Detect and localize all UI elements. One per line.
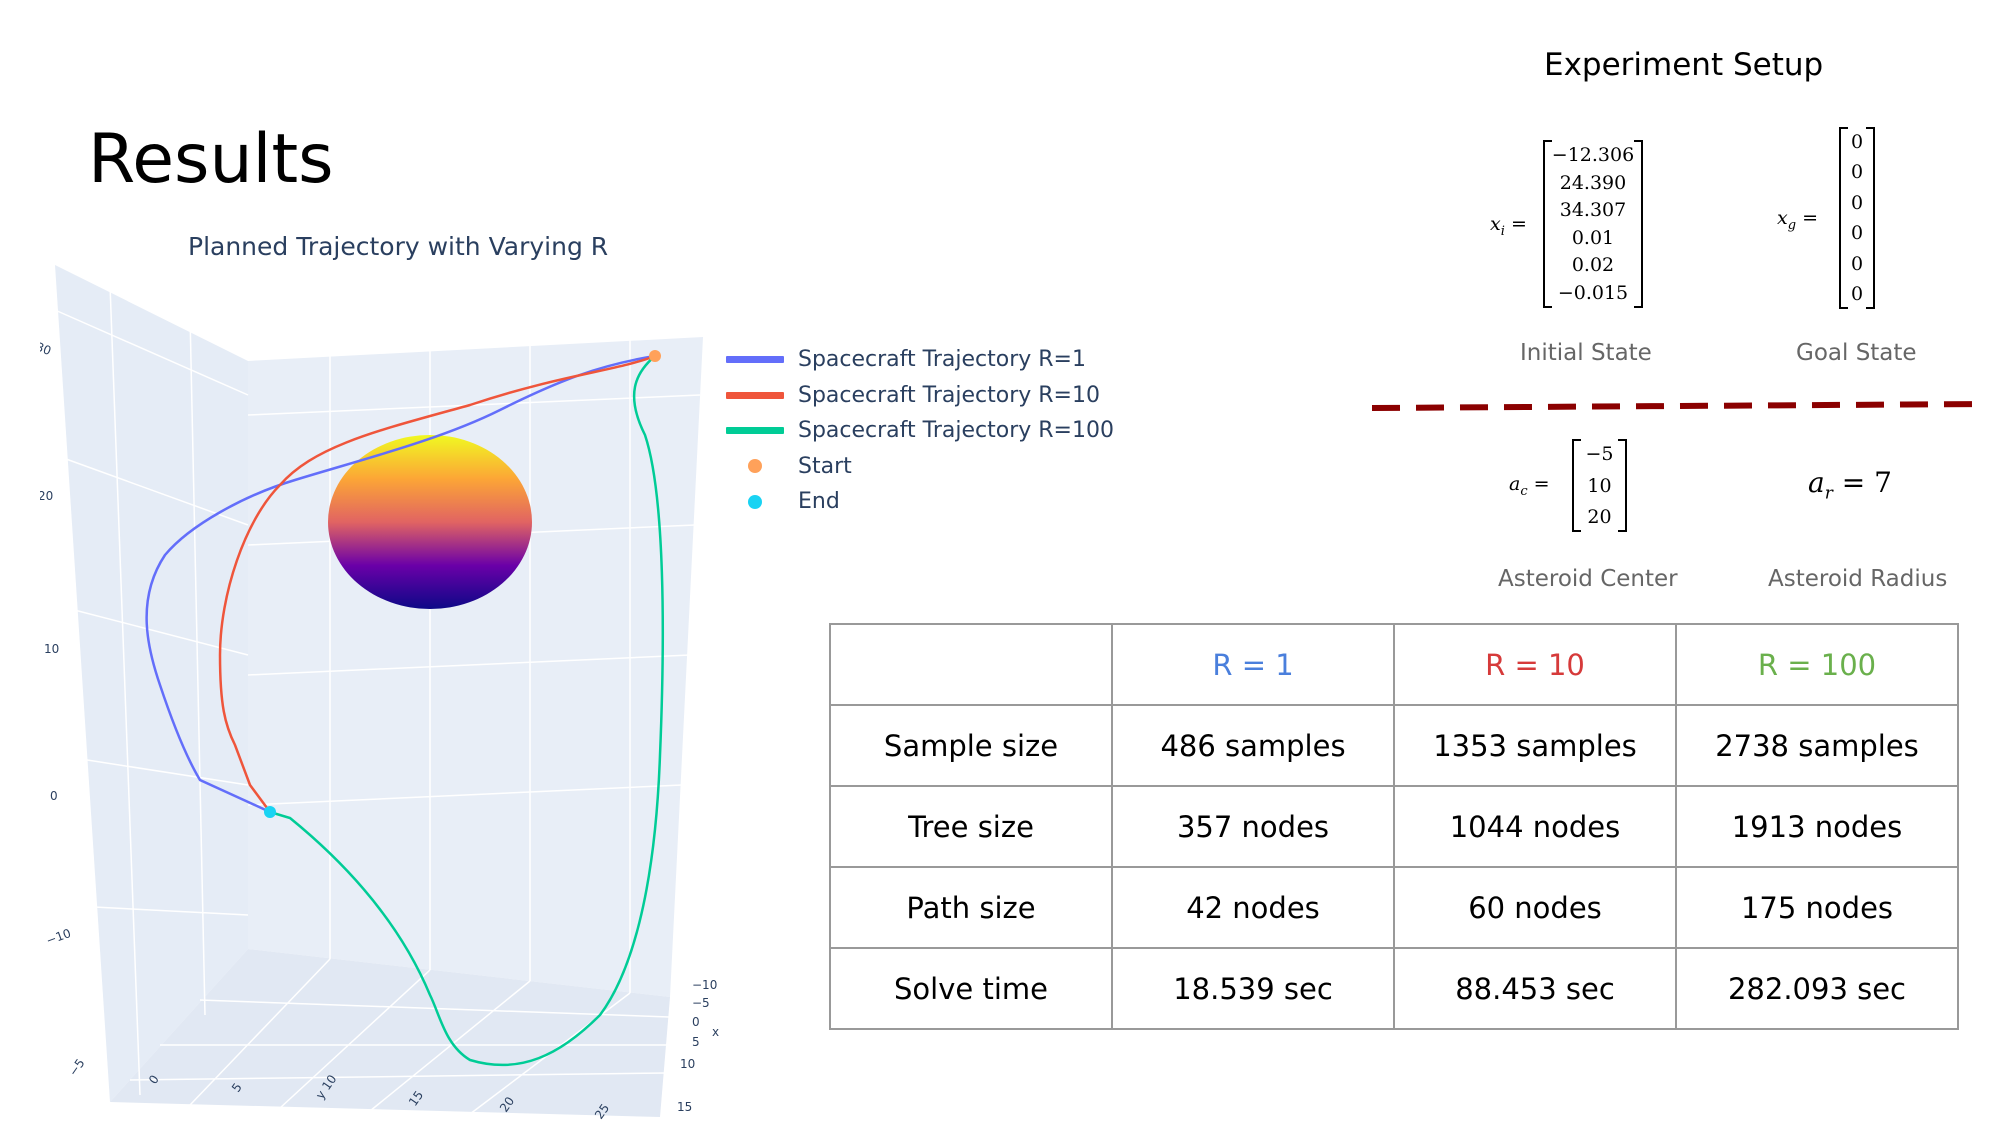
table-cell: 1913 nodes [1676,786,1958,867]
slide-title: Results [88,120,334,199]
initial-state-value: −0.015 [1558,282,1628,304]
table-cell: 18.539 sec [1112,948,1394,1029]
table-header-cell [830,624,1112,705]
table-row: Solve time 18.539 sec 88.453 sec 282.093… [830,948,1958,1029]
legend-item-r1[interactable]: Spacecraft Trajectory R=1 [726,342,1114,378]
goal-state-value: 0 [1851,222,1863,244]
z-tick-2: 10 [44,642,59,656]
goal-state-value: 0 [1851,283,1863,305]
table-row: Sample size 486 samples 1353 samples 273… [830,705,1958,786]
goal-state-matrix: 0 0 0 0 0 0 [1839,127,1875,309]
asteroid-radius-caption: Asteroid Radius [1768,566,1947,592]
legend-item-r10[interactable]: Spacecraft Trajectory R=10 [726,378,1114,414]
initial-state-value: −12.306 [1552,144,1634,166]
z-tick-3: 0 [50,789,58,803]
legend-label-r1: Spacecraft Trajectory R=1 [798,347,1086,372]
plot-legend: Spacecraft Trajectory R=1 Spacecraft Tra… [726,342,1114,520]
table-cell: 357 nodes [1112,786,1394,867]
initial-state-value: 0.01 [1572,227,1614,249]
initial-state-value: 34.307 [1560,199,1626,221]
table-row-label: Path size [830,867,1112,948]
legend-item-start[interactable]: Start [726,449,1114,485]
asteroid-center-matrix: −5 10 20 [1572,439,1627,532]
legend-label-r100: Spacecraft Trajectory R=100 [798,418,1114,443]
asteroid-center-label: ac = [1509,473,1550,499]
initial-state-label: xi = [1490,213,1527,239]
legend-label-start: Start [798,454,852,479]
table-cell: 1353 samples [1394,705,1676,786]
asteroid-radius-expression: ar = 7 [1808,466,1892,504]
x-tick-2: 0 [692,1015,700,1029]
initial-state-value: 24.390 [1560,172,1626,194]
x-tick-0: −10 [692,978,717,992]
goal-state-caption: Goal State [1796,340,1917,366]
x-tick-5: 15 [677,1100,692,1114]
goal-state-label: xg = [1777,207,1818,233]
table-cell: 282.093 sec [1676,948,1958,1029]
asteroid-radius-value: 7 [1874,466,1892,499]
table-row: Tree size 357 nodes 1044 nodes 1913 node… [830,786,1958,867]
z-tick-4: −10 [44,926,73,948]
table-cell: 42 nodes [1112,867,1394,948]
goal-state-value: 0 [1851,161,1863,183]
goal-state-value: 0 [1851,131,1863,153]
asteroid-center-value: −5 [1585,443,1613,465]
table-cell: 486 samples [1112,705,1394,786]
legend-swatch-start [748,459,762,473]
y-tick-0: −5 [66,1056,88,1079]
legend-swatch-r100 [726,427,784,434]
table-cell: 60 nodes [1394,867,1676,948]
table-header-row: R = 1 R = 10 R = 100 [830,624,1958,705]
x-tick-1: −5 [692,996,710,1010]
goal-state-value: 0 [1851,253,1863,275]
table-row-label: Sample size [830,705,1112,786]
table-header-r1: R = 1 [1112,624,1394,705]
legend-item-r100[interactable]: Spacecraft Trajectory R=100 [726,413,1114,449]
results-table: R = 1 R = 10 R = 100 Sample size 486 sam… [829,623,1959,1030]
initial-state-caption: Initial State [1520,340,1652,366]
table-cell: 2738 samples [1676,705,1958,786]
legend-label-r10: Spacecraft Trajectory R=10 [798,383,1100,408]
legend-swatch-end [748,495,762,509]
x-tick-3: 5 [692,1035,700,1049]
legend-swatch-r10 [726,392,784,399]
x-tick-4: 10 [680,1057,695,1071]
legend-item-end[interactable]: End [726,484,1114,520]
z-tick-1: 20 [40,489,53,503]
asteroid-center-value: 20 [1587,506,1611,528]
scene-wall-left [55,265,248,1102]
table-header-r10: R = 10 [1394,624,1676,705]
trajectory-3d-plot[interactable]: 30 20 10 z 0 −10 −5 0 5 y 10 15 20 25 −1… [40,255,720,1125]
asteroid-center-caption: Asteroid Center [1498,566,1678,592]
table-cell: 88.453 sec [1394,948,1676,1029]
initial-state-matrix: −12.306 24.390 34.307 0.01 0.02 −0.015 [1543,140,1643,308]
table-header-r100: R = 100 [1676,624,1958,705]
legend-swatch-r1 [726,356,784,363]
z-tick-0: 30 [40,340,53,358]
asteroid-center-value: 10 [1587,475,1611,497]
table-row: Path size 42 nodes 60 nodes 175 nodes [830,867,1958,948]
table-cell: 1044 nodes [1394,786,1676,867]
table-row-label: Tree size [830,786,1112,867]
setup-title: Experiment Setup [1544,47,1823,83]
legend-label-end: End [798,489,840,514]
initial-state-value: 0.02 [1572,254,1614,276]
scene-wall-right [248,337,703,997]
goal-state-value: 0 [1851,192,1863,214]
section-divider [1372,398,1982,418]
x-label: x [712,1025,719,1039]
end-marker[interactable] [264,806,276,818]
table-cell: 175 nodes [1676,867,1958,948]
start-marker[interactable] [649,350,661,362]
table-row-label: Solve time [830,948,1112,1029]
